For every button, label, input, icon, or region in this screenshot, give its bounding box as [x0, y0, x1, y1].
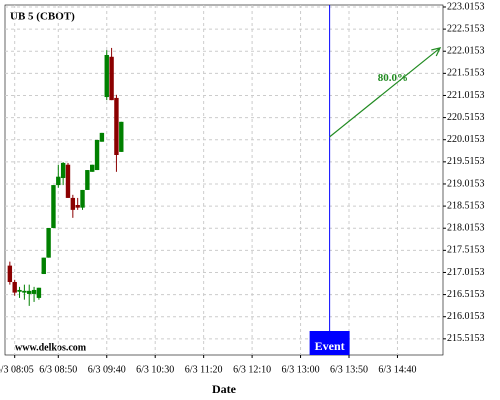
arrow	[329, 47, 441, 138]
candle-body	[31, 289, 37, 294]
candle-body	[22, 290, 27, 293]
candle-body	[85, 170, 90, 190]
y-tick-label: 217.0153	[447, 267, 485, 278]
y-tick-label: 221.0153	[447, 90, 485, 101]
x-axis-label: Date	[212, 382, 237, 396]
y-tick-label: 218.5153	[447, 200, 485, 211]
candle-body	[90, 164, 95, 172]
y-tick-label: 220.0153	[447, 134, 485, 145]
candle-body	[12, 281, 17, 293]
y-tick-label: 222.0153	[447, 46, 485, 57]
x-tick-label: 6/3 14:40	[378, 364, 416, 375]
x-tick-label: 6/3 13:50	[330, 364, 368, 375]
y-tick-label: 220.5153	[447, 112, 485, 123]
candle-body	[41, 257, 46, 275]
y-tick-label: 221.5153	[447, 68, 485, 79]
x-tick-label: 6/3 09:40	[88, 364, 126, 375]
y-tick-label: 216.5153	[447, 289, 485, 300]
candle-body	[17, 289, 22, 292]
plot-area	[4, 4, 444, 356]
arrow-label: 80.0%	[378, 72, 408, 84]
y-tick-label: 215.5153	[447, 333, 485, 344]
candle-body	[7, 265, 13, 282]
y-tick-label: 219.0153	[447, 178, 485, 189]
x-tick-label: 6/3 10:30	[136, 364, 174, 375]
x-tick-label: 6/3 08:05	[0, 364, 34, 375]
candle-body	[104, 55, 109, 98]
x-tick-label: 6/3 12:10	[233, 364, 271, 375]
chart-title: UB 5 (CBOT)	[10, 11, 75, 23]
y-tick-label: 216.0153	[447, 311, 485, 322]
y-tick-label: 218.0153	[447, 223, 485, 234]
candle-body	[109, 56, 114, 101]
y-tick-label: 222.5153	[447, 23, 485, 34]
x-tick-label: 6/3 13:00	[282, 364, 320, 375]
candle-body	[27, 290, 32, 294]
y-tick-label: 219.5153	[447, 156, 485, 167]
candle-body	[65, 164, 71, 198]
candle-body	[56, 176, 61, 186]
y-tick-label: 223.0153	[447, 1, 485, 12]
candle-body	[70, 197, 76, 210]
candle-body	[99, 132, 105, 142]
candle-body	[94, 139, 100, 171]
x-tick-label: 6/3 08:50	[39, 364, 77, 375]
candle-body	[51, 185, 56, 229]
candle-body	[75, 205, 80, 208]
event-box	[309, 331, 350, 355]
watermark: www.delkos.com	[15, 342, 87, 353]
candle-body	[80, 189, 85, 208]
candle-body	[114, 97, 119, 155]
candle-body	[46, 228, 51, 258]
x-tick-label: 6/3 11:20	[185, 364, 223, 375]
candle-body	[60, 162, 66, 179]
candle-body	[36, 287, 42, 298]
y-tick-label: 217.5153	[447, 245, 485, 256]
event-label: Event	[315, 339, 345, 353]
candle-body	[119, 121, 124, 152]
arrow-head	[431, 47, 442, 57]
